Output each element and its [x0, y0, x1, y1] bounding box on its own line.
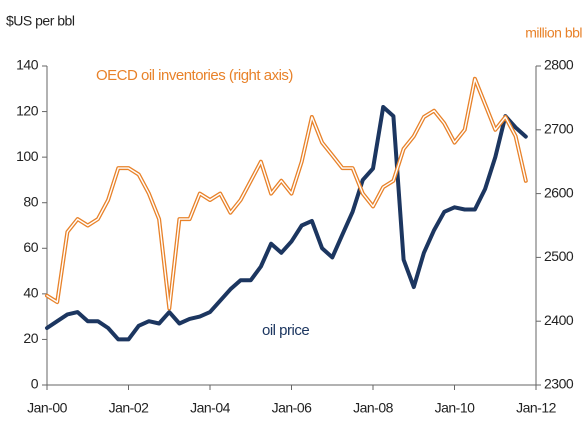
y2-tick-label: 2700 [544, 121, 574, 137]
left-axis-label: $US per bbl [6, 13, 75, 29]
y2-tick-label: 2800 [544, 57, 574, 73]
x-tick-label: Jan-08 [353, 400, 394, 416]
x-tick-label: Jan-06 [272, 400, 313, 416]
x-tick-label: Jan-00 [27, 400, 68, 416]
y-tick-label: 100 [16, 148, 39, 164]
y2-tick-label: 2300 [544, 376, 574, 392]
y-tick-label: 140 [16, 57, 39, 73]
y-tick-label: 20 [23, 330, 38, 346]
x-tick-label: Jan-04 [190, 400, 231, 416]
y-tick-label: 60 [23, 239, 38, 255]
y2-tick-label: 2400 [544, 312, 574, 328]
y2-tick-label: 2600 [544, 184, 574, 200]
y-tick-label: 120 [16, 102, 39, 118]
x-tick-label: Jan-12 [516, 400, 557, 416]
series-label: oil price [262, 322, 309, 339]
series-line [45, 76, 528, 311]
y2-tick-label: 2500 [544, 248, 574, 264]
series-label: OECD oil inventories (right axis) [96, 67, 293, 84]
x-tick-label: Jan-10 [435, 400, 476, 416]
y-tick-label: 80 [23, 193, 38, 209]
x-tick-label: Jan-02 [109, 400, 150, 416]
y-tick-label: 40 [23, 285, 38, 301]
y-tick-label: 0 [31, 376, 39, 392]
series-line [45, 105, 528, 342]
series-line-inner [46, 78, 527, 310]
right-axis-label: million bbl [525, 25, 582, 41]
